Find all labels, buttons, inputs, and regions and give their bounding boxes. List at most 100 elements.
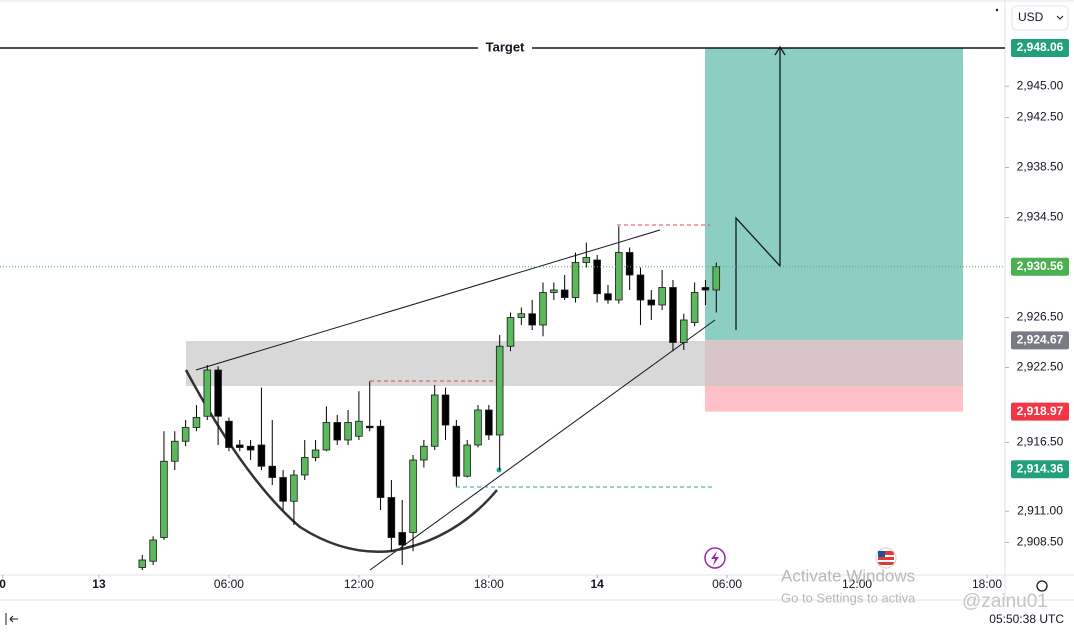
y-tick-label: 2,908.50 <box>1017 535 1064 549</box>
candle-body <box>582 257 591 263</box>
candle-body <box>625 252 634 276</box>
marker-dot <box>496 467 502 473</box>
x-tick-label: 12:00 <box>842 577 872 591</box>
axes: 2,945.00 2,942.50 2,938.50 2,934.50 2,926.50… <box>0 0 1074 601</box>
price-label-bg <box>1011 460 1069 479</box>
candle-body <box>517 313 526 318</box>
watermark: @zainu01 <box>962 591 1048 612</box>
candle-body <box>571 262 580 298</box>
candle-body <box>311 449 320 458</box>
price-label: 2,914.36 <box>1017 461 1064 475</box>
candle-body <box>387 497 396 538</box>
y-tick-label: 2,938.50 <box>1017 160 1064 174</box>
candle-body <box>171 440 179 462</box>
candle-body <box>452 425 461 477</box>
target-label-bg <box>478 40 532 56</box>
candle-body <box>647 299 656 306</box>
plot <box>138 226 721 570</box>
y-tick-label: 2,945.00 <box>1017 78 1064 92</box>
candle-body <box>344 422 352 441</box>
candle-body <box>268 465 277 478</box>
price-label: 2,924.67 <box>1017 333 1064 347</box>
candle-body <box>528 313 536 326</box>
activate-text: Go to Settings to activa <box>781 590 916 605</box>
candle-body <box>409 459 417 533</box>
price-label: 2,918.97 <box>1017 404 1064 418</box>
candle-body <box>550 289 558 293</box>
candle-body <box>398 532 406 546</box>
candle-body <box>604 293 612 301</box>
candle-body <box>495 345 504 436</box>
candle-body <box>225 420 233 448</box>
candle-body <box>236 444 244 448</box>
y-tick-label: 2,922.50 <box>1017 360 1064 374</box>
candle-body <box>333 422 341 441</box>
x-tick-label: 06:00 <box>712 577 742 591</box>
x-tick-label: 0 <box>0 577 6 591</box>
go-to-start[interactable] <box>5 613 18 625</box>
drawings <box>184 45 786 571</box>
candle-body <box>376 425 385 498</box>
flag-canton <box>878 551 885 557</box>
clock: 05:50:38 UTC <box>989 612 1064 626</box>
price-label-bg <box>1011 39 1069 57</box>
candle-body <box>636 274 645 301</box>
candle-body <box>355 420 363 437</box>
x-tick-label: 13 <box>92 577 106 591</box>
arrow-head <box>774 45 786 56</box>
events <box>704 547 897 569</box>
candle-body <box>615 252 623 301</box>
candle-body <box>712 266 721 291</box>
candle-body <box>593 259 601 295</box>
x-tick-label: 06:00 <box>214 577 244 591</box>
candle-body <box>149 539 157 562</box>
candle-body <box>506 317 515 347</box>
candle-body <box>701 287 710 291</box>
candle-body <box>257 444 266 467</box>
currency-button[interactable] <box>1011 5 1069 31</box>
candle-body <box>300 457 309 476</box>
overlay: Target 2,948.06 2,930.56 2,924.67 2,918.97 2,… <box>0 39 1069 479</box>
currency: USD <box>1018 10 1044 24</box>
y-tick-label: 2,926.50 <box>1017 310 1064 324</box>
candle-body <box>560 289 569 298</box>
lower-trendline <box>369 319 716 571</box>
dot <box>995 8 999 12</box>
candle-body <box>322 422 331 451</box>
x-tick-label: 12:00 <box>344 577 374 591</box>
candle-body <box>669 287 677 343</box>
y-tick-label: 2,934.50 <box>1017 210 1064 224</box>
dropdown-caret <box>1056 15 1064 20</box>
event-icon[interactable] <box>704 547 726 569</box>
candle-body <box>246 445 255 451</box>
supply-zone <box>186 341 963 386</box>
target-label: Target <box>486 39 525 54</box>
y-tick-label: 2,942.50 <box>1017 110 1064 124</box>
candle-body <box>690 292 699 323</box>
candle-body <box>539 292 547 326</box>
candle-body <box>658 287 666 306</box>
price-label-bg <box>1011 331 1069 350</box>
candle-body <box>214 369 222 417</box>
price-label: 2,948.06 <box>1017 40 1064 54</box>
candle-body <box>420 445 428 461</box>
price-label-bg <box>1011 402 1069 421</box>
candle-body <box>192 417 201 428</box>
candle-body <box>680 319 688 343</box>
candle-body <box>279 477 287 502</box>
y-tick-label: 2,916.50 <box>1017 435 1064 449</box>
price-label-bg <box>1011 257 1069 276</box>
candle-body <box>290 474 298 502</box>
projection-arrow <box>735 48 781 330</box>
candle-body <box>203 369 212 417</box>
target-zone <box>705 48 963 341</box>
candle-body <box>181 427 190 442</box>
candle-body <box>430 394 439 447</box>
x-tick-label: 18:00 <box>474 577 504 591</box>
candle-body <box>160 460 168 538</box>
cup-curve <box>184 369 498 553</box>
price-label: 2,930.56 <box>1017 259 1064 273</box>
flag-stripe <box>878 560 894 562</box>
settings-icon[interactable] <box>1036 580 1048 592</box>
ui: USD Activate Windows Go to Settings to a… <box>5 5 1069 626</box>
